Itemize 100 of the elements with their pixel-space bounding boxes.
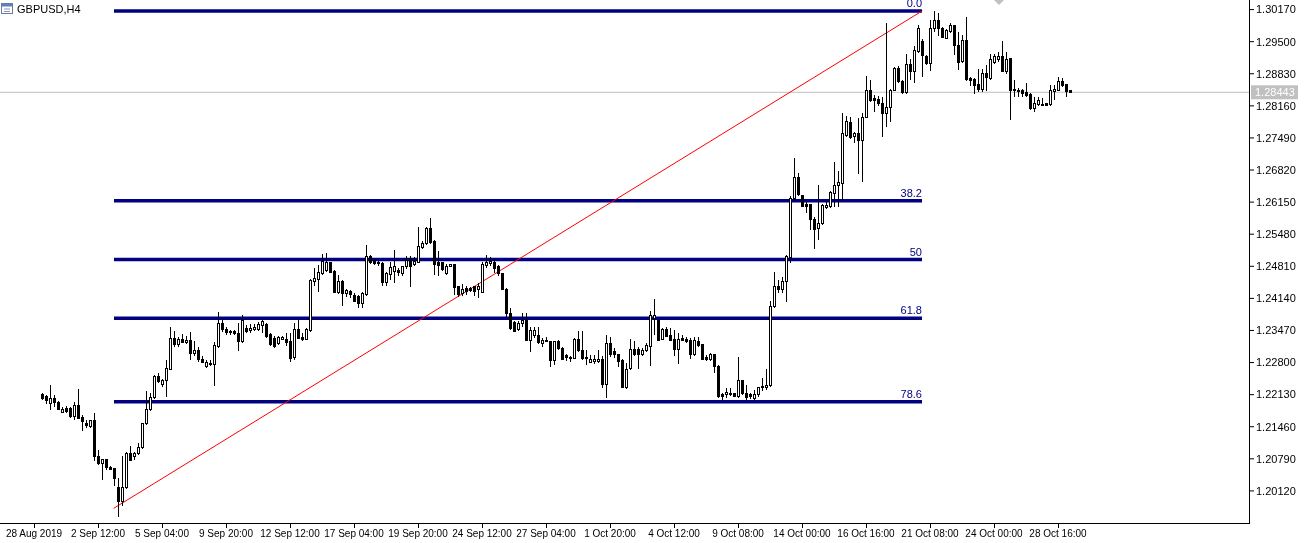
ref-line-label: 78.6 [900,387,922,400]
candlestick [549,340,552,368]
candlestick [469,286,472,293]
candlestick [189,331,192,361]
candlestick [553,340,556,366]
candlestick [977,68,980,93]
candlestick [689,337,692,360]
candlestick [745,384,748,401]
x-tick-label: 24 Sep 12:00 [452,528,513,539]
ref-line-label: 50 [909,245,922,258]
candlestick [261,319,264,334]
candlestick [493,258,496,274]
candlestick [593,354,596,365]
candlestick [373,258,376,266]
ref-line-label: 61.8 [900,304,922,317]
candlestick [273,335,276,349]
candlestick [293,322,296,361]
candlestick [325,252,328,273]
candlestick [677,332,680,365]
x-tick-label: 4 Oct 12:00 [648,528,701,539]
x-tick-label: 2 Sep 12:00 [71,528,126,539]
x-tick-label: 14 Oct 00:00 [773,528,832,539]
y-tick-label: 1.25480 [1256,228,1296,241]
candlestick [629,338,632,371]
x-tick-label: 1 Oct 20:00 [584,528,637,539]
ref-line-label: 38.2 [900,186,922,199]
x-tick-label: 28 Aug 2019 [5,528,63,539]
candlestick [589,354,592,364]
ref-line-label: 1.28443 [1255,86,1295,99]
candlestick [381,261,384,287]
candlestick [1033,96,1036,113]
y-tick-label: 1.20120 [1256,484,1296,497]
candlestick [453,263,456,296]
y-tick-label: 1.24140 [1256,292,1296,305]
y-tick-label: 1.27490 [1256,131,1296,144]
candlestick [257,321,260,332]
x-tick-label: 28 Oct 16:00 [1029,528,1088,539]
candlestick [93,412,96,462]
candlestick [357,294,360,309]
x-tick-label: 5 Sep 04:00 [135,528,190,539]
y-tick-label: 1.29500 [1256,35,1296,48]
candlestick [725,387,728,399]
x-tick-label: 16 Oct 16:00 [837,528,896,539]
y-tick-label: 1.30170 [1256,3,1296,16]
candlestick [417,226,420,264]
candlestick [965,16,968,82]
x-tick-label: 19 Sep 20:00 [388,528,449,539]
candlestick [65,405,68,414]
candlestick [537,326,540,345]
candlestick [1001,40,1004,73]
x-tick-label: 21 Oct 08:00 [901,528,960,539]
y-tick-label: 1.22130 [1256,388,1296,401]
y-tick-label: 1.22800 [1256,356,1296,369]
y-tick-label: 1.28830 [1256,67,1296,80]
candlestick [113,468,116,487]
candlestick [1049,84,1052,107]
candlestick [621,358,624,389]
y-tick-label: 1.20790 [1256,452,1296,465]
candlestick [341,279,344,307]
y-tick-label: 1.26150 [1256,195,1296,208]
candlestick [253,323,256,332]
candlestick [349,289,352,299]
y-tick-label: 1.26820 [1256,163,1296,176]
candlestick [69,406,72,419]
candlestick [205,359,208,369]
candlestick [85,419,88,429]
x-tick-label: 12 Sep 12:00 [260,528,321,539]
candlestick [393,249,396,284]
y-tick-label: 1.28160 [1256,99,1296,112]
candlestick [625,362,628,390]
candlestick [229,329,232,336]
candlestick [445,263,448,276]
candlestick [937,12,940,37]
candlestick [833,161,836,208]
candlestick [665,326,668,338]
x-tick-label: 24 Oct 00:00 [965,528,1024,539]
candlestick [657,318,660,342]
candlestick [181,333,184,344]
candlestick [409,255,412,288]
candlestick [49,384,52,411]
x-tick-label: 9 Sep 20:00 [199,528,254,539]
candlestick [277,335,280,346]
candlestick [465,285,468,296]
candlestick [753,389,756,401]
candlestick [1041,97,1044,107]
candlestick [849,116,852,140]
y-tick-label: 1.24810 [1256,260,1296,273]
candlestick [737,356,740,399]
x-tick-label: 9 Oct 08:00 [712,528,765,539]
candlestick [461,283,464,297]
candlestick [905,53,908,95]
x-tick-label: 17 Sep 04:00 [324,528,385,539]
y-tick-label: 1.21460 [1256,420,1296,433]
candlestick [981,68,984,93]
y-tick-label: 1.23470 [1256,324,1296,337]
candlestick [729,387,732,397]
candlestick [693,336,696,357]
candlestick [249,323,252,334]
candlestick [41,392,44,401]
ref-line-label: 0.0 [906,0,922,9]
